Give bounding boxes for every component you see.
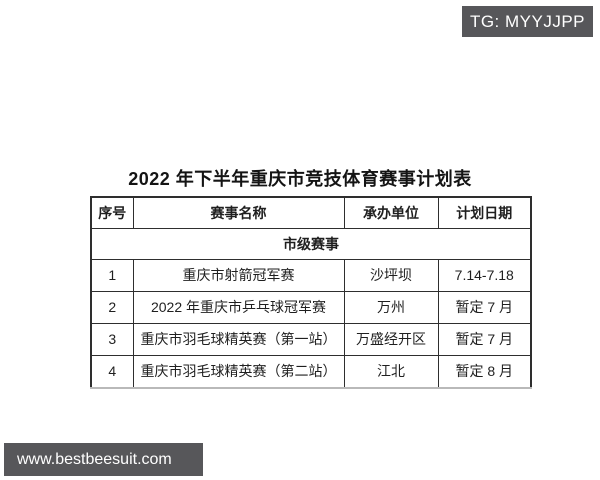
cell-organizer: 江北	[343, 354, 439, 389]
cell-event-name: 重庆市羽毛球精英赛（第一站）	[132, 322, 345, 356]
table-row: 4 重庆市羽毛球精英赛（第二站） 江北 暂定 8 月	[90, 354, 532, 389]
cell-event-name: 2022 年重庆市乒乓球冠军赛	[132, 290, 345, 324]
cell-index: 3	[90, 322, 134, 356]
cell-index: 2	[90, 290, 134, 324]
telegram-handle-badge: TG: MYYJJPP	[462, 6, 593, 37]
watermark-badge: www.bestbeesuit.com	[4, 443, 203, 476]
column-header-organizer: 承办单位	[343, 196, 439, 229]
cell-planned-date: 暂定 7 月	[437, 290, 532, 324]
table-row: 1 重庆市射箭冠军赛 沙坪坝 7.14-7.18	[90, 258, 532, 292]
header-row: 序号 赛事名称 承办单位 计划日期	[90, 196, 532, 229]
cell-planned-date: 7.14-7.18	[437, 258, 532, 292]
table-row: 2 2022 年重庆市乒乓球冠军赛 万州 暂定 7 月	[90, 290, 532, 324]
column-header-planned-date: 计划日期	[437, 196, 532, 229]
cell-event-name: 重庆市羽毛球精英赛（第二站）	[132, 354, 345, 389]
cell-organizer: 万州	[343, 290, 439, 324]
table-row: 3 重庆市羽毛球精英赛（第一站） 万盛经开区 暂定 7 月	[90, 322, 532, 356]
cell-event-name: 重庆市射箭冠军赛	[132, 258, 345, 292]
cell-index: 4	[90, 354, 134, 389]
cell-index: 1	[90, 258, 134, 292]
section-row-city-level: 市级赛事	[90, 227, 532, 260]
cell-organizer: 万盛经开区	[343, 322, 439, 356]
cell-organizer: 沙坪坝	[343, 258, 439, 292]
section-label: 市级赛事	[90, 227, 532, 260]
cell-planned-date: 暂定 7 月	[437, 322, 532, 356]
cell-planned-date: 暂定 8 月	[437, 354, 532, 389]
events-table: 序号 赛事名称 承办单位 计划日期 市级赛事 1 重庆市射箭冠军赛 沙坪坝 7.…	[90, 196, 532, 389]
column-header-event-name: 赛事名称	[132, 196, 345, 229]
document-title: 2022 年下半年重庆市竞技体育赛事计划表	[128, 169, 472, 189]
column-header-index: 序号	[90, 196, 134, 229]
